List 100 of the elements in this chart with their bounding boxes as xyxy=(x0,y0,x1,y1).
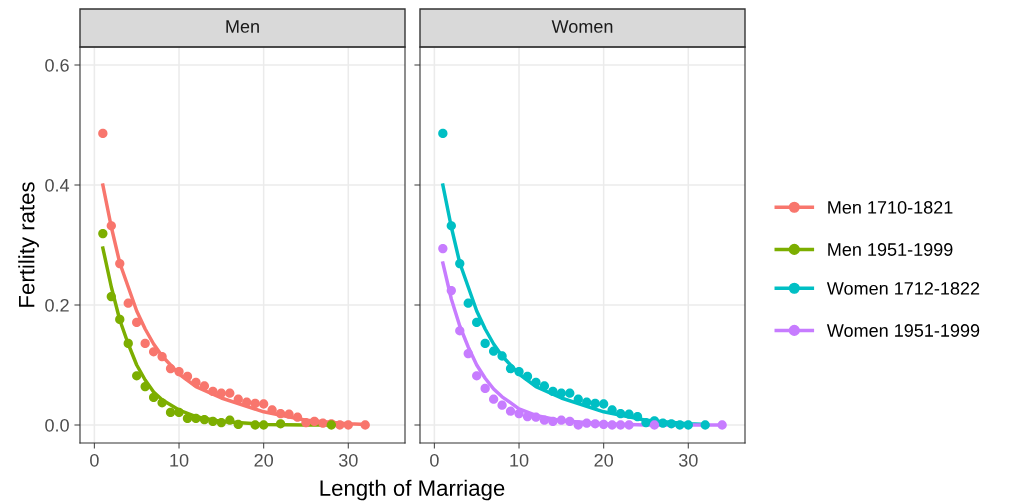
point xyxy=(472,317,482,328)
point xyxy=(259,420,269,430)
point xyxy=(309,416,320,427)
point xyxy=(455,326,465,336)
point xyxy=(531,377,541,388)
point xyxy=(497,351,507,361)
point xyxy=(675,420,685,430)
point xyxy=(615,420,626,430)
point xyxy=(233,419,243,430)
point xyxy=(624,420,634,430)
point xyxy=(641,417,651,428)
x-tick-label: 0 xyxy=(430,453,439,467)
point xyxy=(242,397,252,407)
point xyxy=(522,371,533,382)
point xyxy=(132,317,142,328)
point xyxy=(225,415,235,425)
x-tick-label: 20 xyxy=(594,453,613,467)
point xyxy=(463,348,473,359)
point xyxy=(140,338,150,349)
point xyxy=(98,128,108,139)
point xyxy=(157,398,167,408)
y-tick-label: 0.4 xyxy=(45,178,70,192)
point xyxy=(565,416,575,427)
point xyxy=(531,412,541,422)
point xyxy=(455,258,465,269)
point xyxy=(182,371,193,382)
point xyxy=(539,381,550,391)
point xyxy=(115,314,125,325)
point xyxy=(463,298,473,308)
chart-title: Men xyxy=(226,20,259,33)
point xyxy=(174,407,184,418)
point xyxy=(548,416,558,427)
point xyxy=(590,398,600,409)
point xyxy=(292,412,303,422)
point xyxy=(318,418,328,428)
chart-title: Women xyxy=(551,20,613,33)
point xyxy=(514,408,524,419)
point xyxy=(191,413,201,424)
point xyxy=(199,381,210,391)
point xyxy=(599,419,609,430)
point xyxy=(106,221,116,231)
point xyxy=(165,363,176,374)
point xyxy=(505,406,516,416)
point xyxy=(624,409,634,419)
point xyxy=(514,366,524,377)
point xyxy=(140,381,150,392)
x-tick-label: 10 xyxy=(170,453,189,467)
y-tick-label: 0.6 xyxy=(45,58,69,72)
point xyxy=(548,386,558,397)
point xyxy=(284,409,294,419)
point xyxy=(233,394,243,404)
point xyxy=(182,413,193,424)
point xyxy=(250,420,260,430)
x-tick-label: 30 xyxy=(338,453,358,467)
x-tick-label: 20 xyxy=(254,453,273,467)
point xyxy=(607,420,617,430)
point xyxy=(480,383,490,394)
point xyxy=(539,415,550,425)
point xyxy=(123,338,133,349)
point xyxy=(700,420,710,430)
point xyxy=(649,420,660,430)
point xyxy=(497,400,507,410)
point xyxy=(717,420,727,430)
point xyxy=(658,418,668,428)
legend-label: Women 1951-1999 xyxy=(826,324,980,337)
point xyxy=(438,243,448,254)
y-axis-title: Fertility rates xyxy=(18,182,39,307)
point xyxy=(472,371,482,381)
point xyxy=(573,420,583,430)
point xyxy=(590,419,600,429)
x-axis-title: Length of Marriage xyxy=(320,479,505,501)
point xyxy=(565,388,575,398)
point xyxy=(208,386,218,397)
point xyxy=(115,258,125,269)
point xyxy=(556,388,566,398)
point xyxy=(225,388,235,398)
point xyxy=(488,346,499,356)
y-tick-label: 0.0 xyxy=(45,418,69,432)
point xyxy=(360,420,370,430)
x-tick-label: 10 xyxy=(510,453,529,467)
legend-label: Men 1951-1999 xyxy=(828,243,953,256)
point xyxy=(582,397,592,407)
legend-label: Women 1712-1822 xyxy=(826,282,980,295)
point xyxy=(106,291,116,302)
point xyxy=(165,407,176,418)
y-tick-label: 0.2 xyxy=(45,298,69,312)
point xyxy=(250,398,260,409)
point xyxy=(480,338,490,349)
point xyxy=(446,285,456,296)
point xyxy=(259,399,269,409)
point xyxy=(615,408,626,419)
point xyxy=(632,411,643,422)
point xyxy=(343,420,353,430)
point xyxy=(683,420,693,430)
point xyxy=(199,414,210,425)
point xyxy=(573,394,583,404)
point xyxy=(216,388,226,398)
point xyxy=(446,221,456,231)
point xyxy=(599,399,609,409)
point xyxy=(216,417,226,428)
